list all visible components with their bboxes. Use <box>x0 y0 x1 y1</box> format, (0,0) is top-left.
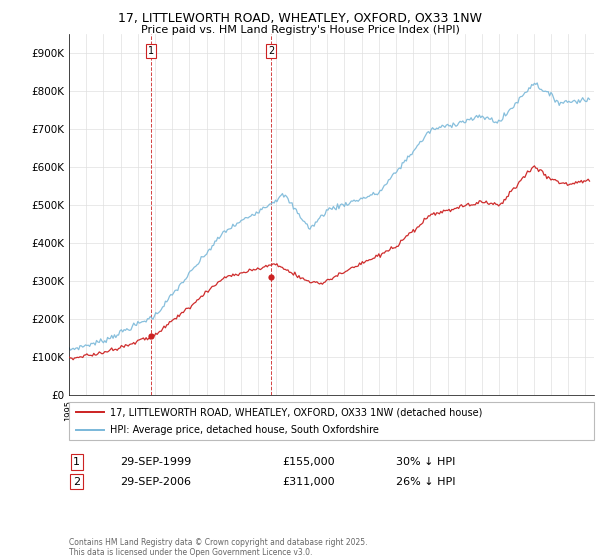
Text: 17, LITTLEWORTH ROAD, WHEATLEY, OXFORD, OX33 1NW (detached house): 17, LITTLEWORTH ROAD, WHEATLEY, OXFORD, … <box>110 407 482 417</box>
Text: 29-SEP-2006: 29-SEP-2006 <box>120 477 191 487</box>
Text: £155,000: £155,000 <box>282 457 335 467</box>
Text: 2: 2 <box>73 477 80 487</box>
Text: 1: 1 <box>148 46 154 56</box>
Text: 29-SEP-1999: 29-SEP-1999 <box>120 457 191 467</box>
Text: 30% ↓ HPI: 30% ↓ HPI <box>396 457 455 467</box>
Text: 1: 1 <box>73 457 80 467</box>
Text: 26% ↓ HPI: 26% ↓ HPI <box>396 477 455 487</box>
Text: £311,000: £311,000 <box>282 477 335 487</box>
Text: Contains HM Land Registry data © Crown copyright and database right 2025.
This d: Contains HM Land Registry data © Crown c… <box>69 538 367 557</box>
Text: 17, LITTLEWORTH ROAD, WHEATLEY, OXFORD, OX33 1NW: 17, LITTLEWORTH ROAD, WHEATLEY, OXFORD, … <box>118 12 482 25</box>
Text: HPI: Average price, detached house, South Oxfordshire: HPI: Average price, detached house, Sout… <box>110 425 379 435</box>
Text: 2: 2 <box>268 46 274 56</box>
Text: Price paid vs. HM Land Registry's House Price Index (HPI): Price paid vs. HM Land Registry's House … <box>140 25 460 35</box>
